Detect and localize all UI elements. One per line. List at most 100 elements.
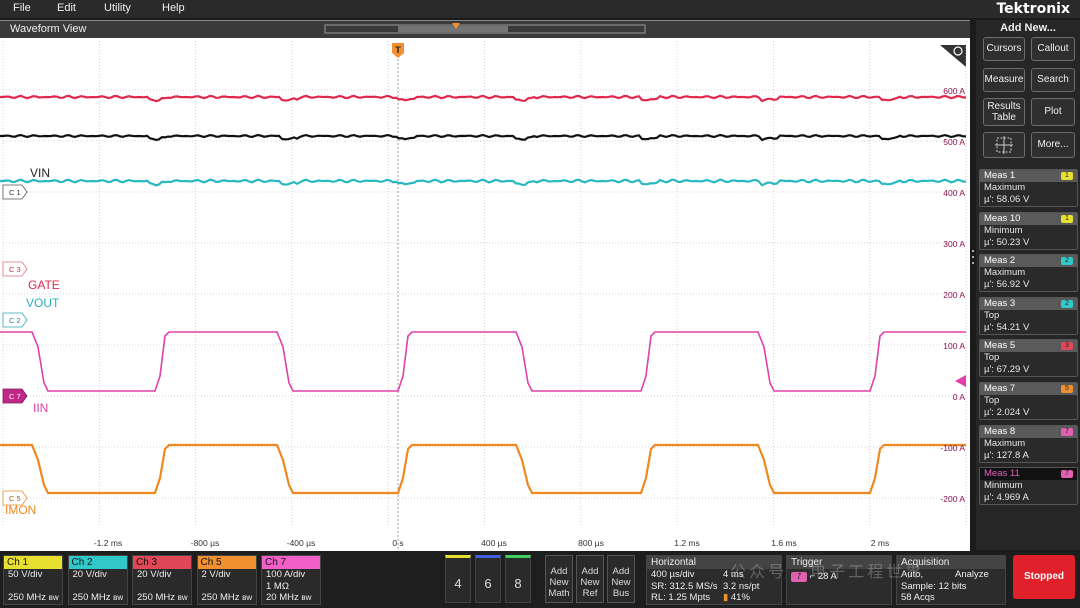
measurement-type: Maximum [984, 182, 1026, 193]
channel-badge[interactable]: Ch 3 20 V/div 250 MHz ʙᴡ [132, 555, 192, 605]
measurement-badge[interactable]: Meas 7 5 Top µ': 2.024 V [979, 382, 1078, 420]
results-table-button[interactable]: Results Table [983, 98, 1025, 126]
bandwidth-limit-icon: ʙᴡ [48, 593, 59, 602]
menu-help[interactable]: Help [162, 2, 185, 14]
channel-bandwidth: 250 MHz ʙᴡ [72, 592, 124, 603]
add-new-bus-button[interactable]: Add New Bus [607, 555, 635, 603]
plot-button[interactable]: Plot [1031, 98, 1075, 126]
menu-utility[interactable]: Utility [104, 2, 131, 14]
ch7-marker[interactable]: C 7 [2, 388, 28, 404]
ch4-button[interactable]: 4 [445, 555, 471, 603]
add-new-math-button[interactable]: Add New Math [545, 555, 573, 603]
ch8-button[interactable]: 8 [505, 555, 531, 603]
crosshair-icon [995, 136, 1013, 154]
ch5-marker[interactable]: C 5 [2, 490, 28, 506]
acquisition-badge[interactable]: Acquisition Auto, Analyze Sample: 12 bits… [896, 555, 1006, 605]
measurement-badge[interactable]: Meas 5 3 Top µ': 67.29 V [979, 339, 1078, 378]
measurement-value: µ': 54.21 V [984, 321, 1030, 333]
graticule [2, 41, 967, 526]
source-chip: 1 [1061, 214, 1073, 223]
source-chip: 7 [1061, 427, 1073, 436]
add-new-ref-button[interactable]: Add New Ref [576, 555, 604, 603]
y-tick-label: 300 A [943, 239, 965, 249]
y-tick-label: 600 A [943, 86, 965, 96]
measurement-type: Maximum [984, 437, 1026, 449]
measurement-badge[interactable]: Meas 3 2 Top µ': 54.21 V [979, 296, 1078, 335]
y-tick-label: -200 A [940, 494, 965, 504]
menu-edit[interactable]: Edit [57, 2, 76, 14]
source-chip: 1 [1061, 172, 1073, 180]
channel-bandwidth: 250 MHz ʙᴡ [201, 592, 253, 603]
svg-text:C 5: C 5 [9, 494, 21, 503]
measurement-badge[interactable]: Meas 2 2 Maximum µ': 56.92 V [979, 254, 1078, 293]
measurement-type: Minimum [984, 224, 1023, 236]
channel-bandwidth: 250 MHz ʙᴡ [8, 592, 59, 603]
channel-scale: 50 V/div [8, 569, 43, 580]
trigger-channel-chip: 7 [791, 572, 807, 582]
watermark: 公众号 · 电子工程世界 [730, 564, 925, 581]
panel-resize-handle[interactable] [972, 250, 975, 274]
trigger-level-icon[interactable] [955, 375, 966, 387]
marker-button[interactable] [983, 132, 1025, 158]
measurement-badge[interactable]: Meas 1 1 Maximum µ': 58.06 V [979, 169, 1078, 207]
trigger-pos-icon [452, 23, 460, 29]
waveform-view-header: Waveform View [0, 21, 970, 38]
y-tick-label: 100 A [943, 341, 965, 351]
zoom-icon[interactable] [940, 45, 966, 67]
channel-termination [198, 581, 256, 593]
x-tick-label: 2 ms [871, 538, 889, 548]
horizontal-badge[interactable]: Horizontal 400 µs/div 4 ms SR: 312.5 MS/s… [646, 555, 782, 605]
ch3-marker[interactable]: C 3 [2, 261, 28, 277]
svg-text:C 2: C 2 [9, 316, 21, 325]
ch2-marker[interactable]: C 2 [2, 312, 28, 328]
ch6-button[interactable]: 6 [475, 555, 501, 603]
source-chip: 7 [1061, 470, 1073, 479]
cursors-button[interactable]: Cursors [983, 37, 1025, 61]
channel-termination: 1 MΩ [266, 580, 289, 592]
more-button[interactable]: More... [1031, 132, 1075, 158]
channel-badge[interactable]: Ch 1 50 V/div 250 MHz ʙᴡ [3, 555, 63, 605]
measurement-value: µ': 56.92 V [984, 279, 1030, 291]
trigger-time-marker[interactable]: T [392, 43, 404, 58]
waveform-canvas[interactable]: T 600 A 500 A 400 A 300 A 200 A 100 A 0 … [0, 21, 970, 551]
measurement-badge[interactable]: Meas 10 1 Minimum µ': 50.23 V [979, 211, 1078, 250]
run-stop-button[interactable]: Stopped [1013, 555, 1075, 599]
y-tick-label: 400 A [943, 188, 965, 198]
channel-name: Ch 2 [68, 556, 127, 569]
add-new-title: Add New... [1000, 22, 1056, 34]
svg-text:C 7: C 7 [9, 392, 21, 401]
measure-button[interactable]: Measure [983, 68, 1025, 92]
trigger-badge[interactable]: Trigger 7 ⌐ 28 A [786, 555, 892, 605]
channel-badge[interactable]: Ch 7 100 A/div 1 MΩ 20 MHz ʙᴡ [261, 555, 321, 605]
measurement-badge[interactable]: Meas 8 7 Maximum µ': 127.8 A [979, 424, 1078, 463]
settings-bar: Ch 1 50 V/div 250 MHz ʙᴡ Ch 2 20 V/div 250 MH… [0, 552, 1080, 608]
channel-termination [4, 581, 62, 593]
x-tick-label: 800 µs [578, 538, 604, 548]
label-gate: GATE [28, 278, 60, 292]
menu-file[interactable]: File [13, 2, 31, 14]
channel-badge[interactable]: Ch 2 20 V/div 250 MHz ʙᴡ [67, 555, 128, 605]
ch1-marker[interactable]: C 1 [2, 184, 28, 200]
channel-name: Ch 3 [133, 556, 191, 569]
channel-scale: 100 A/div [266, 569, 306, 580]
y-tick-label: -100 A [940, 443, 965, 453]
record-view-bar [324, 24, 646, 34]
waveform-view[interactable]: Waveform View T 600 A 500 A 400 A 300 [0, 20, 970, 551]
imon-waveform [0, 443, 966, 495]
measurement-badge[interactable]: Meas 11 7 Minimum µ': 4.969 A [979, 467, 1078, 506]
measurement-value: µ': 2.024 V [984, 407, 1030, 418]
measurement-name: Meas 11 7 [980, 468, 1077, 481]
label-iin: IIN [33, 401, 48, 415]
search-button[interactable]: Search [1031, 68, 1075, 92]
vout-waveform [0, 178, 967, 187]
side-panel: Add New... Cursors Callout Measure Searc… [976, 20, 1080, 550]
measurement-type: Maximum [984, 267, 1026, 279]
source-chip: 5 [1061, 385, 1073, 393]
measurement-value: µ': 58.06 V [984, 194, 1030, 205]
record-bar-icon: ▮ [723, 592, 731, 603]
callout-button[interactable]: Callout [1031, 37, 1075, 61]
channel-bandwidth: 20 MHz ʙᴡ [266, 592, 312, 603]
